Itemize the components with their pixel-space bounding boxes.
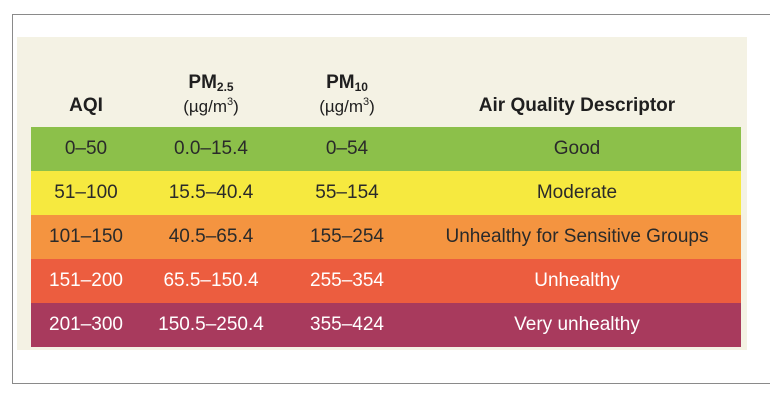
- table-row-moderate: 51–100 15.5–40.4 55–154 Moderate: [31, 171, 741, 215]
- cell-pm10: 0–54: [325, 138, 369, 159]
- cell-aqi: 101–150: [49, 226, 123, 247]
- header-pm25: PM2.5 (µg/m3): [141, 52, 281, 127]
- table-row-unhealthy-sensitive: 101–150 40.5–65.4 155–254 Unhealthy for …: [31, 215, 741, 259]
- cell-descriptor: Good: [553, 138, 601, 159]
- cell-pm10: 55–154: [315, 182, 379, 203]
- cell-aqi: 201–300: [49, 314, 123, 335]
- cell-descriptor: Very unhealthy: [514, 314, 640, 335]
- table-header: AQI PM2.5 (µg/m3) PM10 (µg/m3) Air Quali…: [31, 52, 741, 127]
- header-pm25-subscript: 2.5: [216, 80, 234, 95]
- cell-aqi: 51–100: [54, 182, 118, 203]
- cell-pm25: 0.0–15.4: [174, 138, 248, 159]
- header-aqi-label: AQI: [69, 95, 103, 117]
- header-descriptor: Air Quality Descriptor: [413, 52, 741, 127]
- cell-pm25: 65.5–150.4: [163, 270, 259, 291]
- cell-pm10: 255–354: [310, 270, 384, 291]
- header-pm10-subscript: 10: [354, 80, 368, 95]
- table-row-good: 0–50 0.0–15.4 0–54 Good: [31, 127, 741, 171]
- header-aqi: AQI: [31, 52, 141, 127]
- header-pm25-label: PM2.5: [188, 72, 234, 95]
- cell-descriptor: Unhealthy: [534, 270, 620, 291]
- header-pm10: PM10 (µg/m3): [281, 52, 413, 127]
- header-pm25-unit: (µg/m3): [183, 96, 239, 117]
- cell-pm25: 15.5–40.4: [168, 182, 254, 203]
- cell-pm25: 40.5–65.4: [168, 226, 254, 247]
- header-pm10-label: PM10: [326, 72, 368, 95]
- cell-aqi: 0–50: [64, 138, 108, 159]
- cell-pm10: 355–424: [310, 314, 384, 335]
- cell-descriptor: Unhealthy for Sensitive Groups: [445, 226, 709, 247]
- table-row-very-unhealthy: 201–300 150.5–250.4 355–424 Very unhealt…: [31, 303, 741, 347]
- header-descriptor-label: Air Quality Descriptor: [478, 95, 676, 117]
- cell-aqi: 151–200: [49, 270, 123, 291]
- table-body: 0–50 0.0–15.4 0–54 Good 51–100 15.5–40.4…: [31, 127, 741, 347]
- cell-descriptor: Moderate: [536, 182, 618, 203]
- cell-pm25: 150.5–250.4: [158, 314, 264, 335]
- cell-pm10: 155–254: [310, 226, 384, 247]
- table-row-unhealthy: 151–200 65.5–150.4 255–354 Unhealthy: [31, 259, 741, 303]
- header-pm10-unit: (µg/m3): [319, 96, 375, 117]
